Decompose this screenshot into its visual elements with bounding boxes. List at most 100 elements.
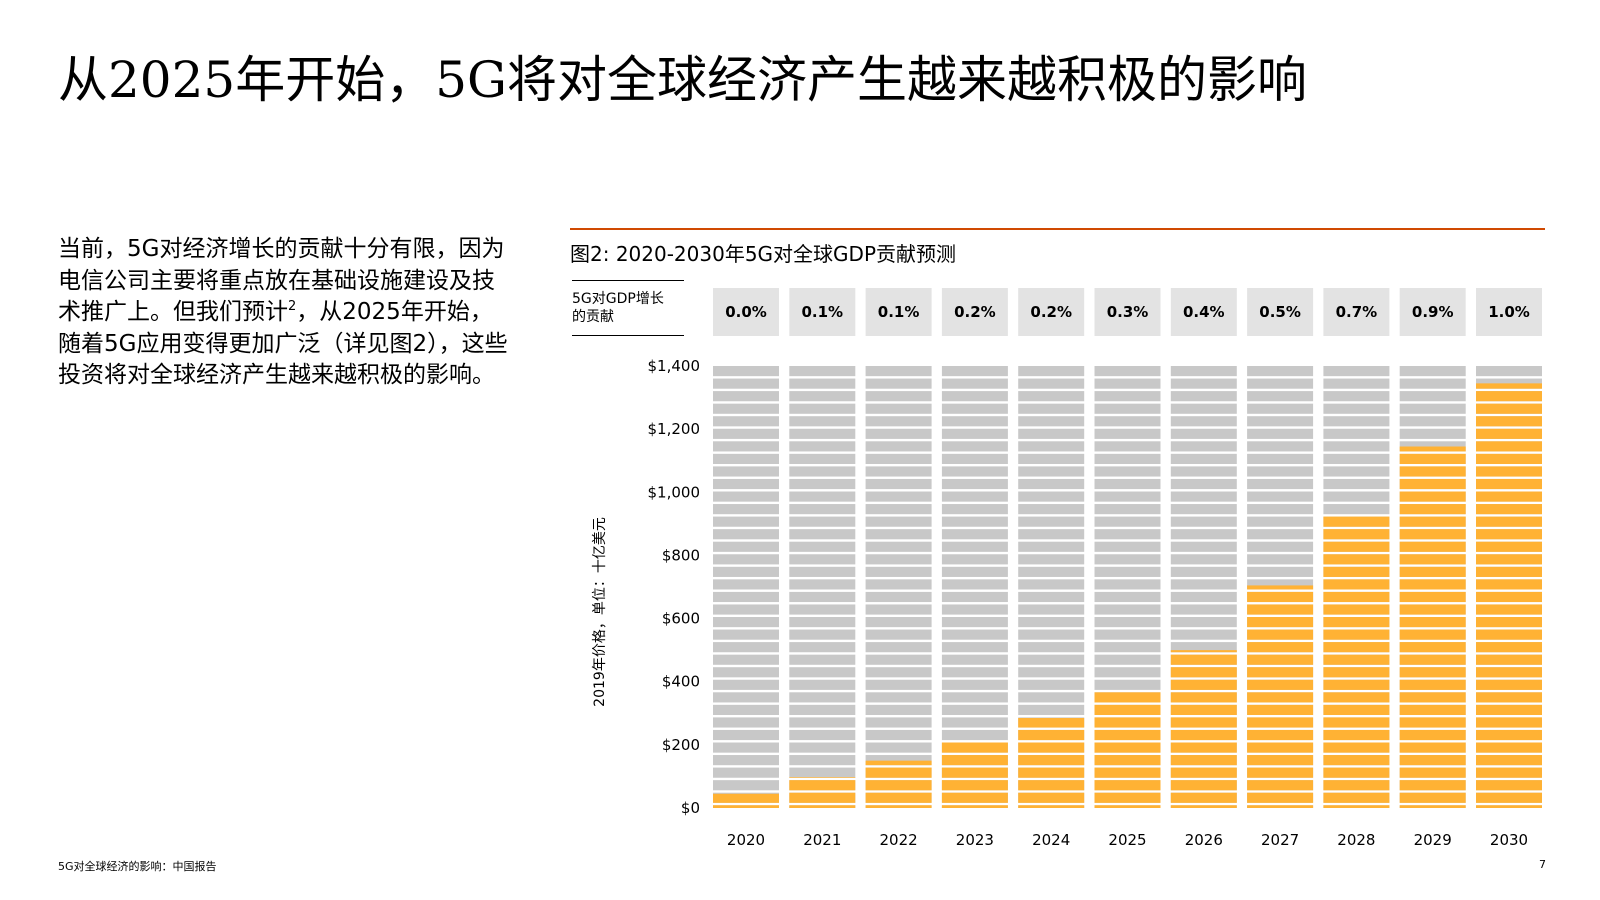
x-tick-label: 2029: [1414, 831, 1452, 849]
bar-value-segment: [1094, 704, 1161, 715]
bar-value-segment: [1476, 729, 1542, 741]
bar-value-segment: [1323, 591, 1390, 603]
bar-background-stripe: [713, 428, 779, 439]
bar-background-stripe: [941, 692, 1008, 703]
bar-background-stripe: [713, 441, 779, 452]
bar-background-stripe: [865, 441, 932, 452]
bar-value-segment: [1476, 491, 1542, 502]
gdp-pct-box: [1170, 288, 1237, 336]
bar-background-stripe: [1247, 416, 1314, 427]
chart-top-rule: [570, 228, 1545, 230]
bar-background-stripe: [1018, 491, 1085, 502]
bar-value-segment: [1399, 591, 1466, 603]
bar-background-stripe: [1170, 604, 1237, 615]
bar-background-stripe: [789, 742, 856, 753]
bar-value-segment: [1399, 604, 1466, 615]
bar-value-segment: [1399, 566, 1466, 577]
bar-value-segment: [1476, 441, 1542, 452]
bar-value-segment: [1247, 585, 1314, 590]
bar-value-segment: [941, 805, 1008, 808]
bar-background-stripe: [713, 642, 779, 653]
bar-background-stripe: [1247, 491, 1314, 502]
bar-value-segment: [865, 760, 932, 766]
bar-background-stripe: [941, 391, 1008, 402]
bar-value-segment: [789, 792, 856, 803]
bar-value-segment: [1399, 504, 1466, 515]
bar-value-segment: [1323, 729, 1390, 741]
bar-value-segment: [1323, 629, 1390, 640]
bar-value-segment: [1323, 579, 1390, 590]
bar-background-stripe: [713, 491, 779, 502]
bar-background-stripe: [865, 516, 932, 527]
bar-background-stripe: [865, 566, 932, 577]
bar-background-stripe: [789, 516, 856, 527]
bar-background-stripe: [1170, 416, 1237, 427]
bar-background-stripe: [1094, 617, 1161, 628]
bar-background-stripe: [713, 378, 779, 389]
bar-background-stripe: [1094, 642, 1161, 653]
gdp-pct-box: [1094, 288, 1161, 336]
bar-value-segment: [1399, 805, 1466, 808]
bar-value-segment: [1247, 604, 1314, 615]
gdp-pct-label: 0.4%: [1183, 303, 1225, 321]
bar-value-segment: [1399, 579, 1466, 590]
bar-background-stripe: [1247, 478, 1314, 490]
footnote-reference[interactable]: 2: [288, 299, 297, 314]
row-label-line2: 的贡献: [572, 309, 614, 325]
bar-background-stripe: [1094, 466, 1161, 477]
bar-background-stripe: [1399, 403, 1466, 414]
bar-value-segment: [1094, 767, 1161, 778]
bar-background-stripe: [1170, 428, 1237, 439]
bar-background-stripe: [1094, 391, 1161, 402]
bar-background-stripe: [1094, 491, 1161, 502]
bar-background-stripe: [1018, 591, 1085, 603]
bar-background-stripe: [941, 642, 1008, 653]
bar-background-stripe: [1323, 428, 1390, 439]
bar-value-segment: [1399, 541, 1466, 552]
bar-background-stripe: [1018, 403, 1085, 414]
bar-value-segment: [1247, 717, 1314, 728]
bar-value-segment: [1170, 650, 1237, 653]
bar-background-stripe: [1018, 378, 1085, 389]
bar-value-segment: [1323, 704, 1390, 715]
bar-background-stripe: [713, 579, 779, 590]
bar-value-segment: [1476, 629, 1542, 640]
bar-value-segment: [1323, 566, 1390, 577]
bar-background-stripe: [1018, 478, 1085, 490]
bar-background-stripe: [865, 704, 932, 715]
bar-value-segment: [789, 805, 856, 808]
bar-background-stripe: [1094, 591, 1161, 603]
bar-background-stripe: [713, 692, 779, 703]
bar-background-stripe: [789, 541, 856, 552]
bar-value-segment: [1399, 667, 1466, 678]
bar-background-stripe: [1170, 391, 1237, 402]
bar-value-segment: [865, 767, 932, 778]
bar-background-stripe: [1094, 566, 1161, 577]
bar-background-stripe: [1399, 416, 1466, 427]
bar-background-stripe: [1018, 441, 1085, 452]
bar-value-segment: [1170, 704, 1237, 715]
bar-value-segment: [1170, 755, 1237, 766]
bar-value-segment: [1476, 554, 1542, 565]
bar-value-segment: [1476, 692, 1542, 703]
bar-value-segment: [1170, 679, 1237, 690]
gdp-pct-label: 0.2%: [954, 303, 996, 321]
bar-value-segment: [1094, 755, 1161, 766]
bar-background-stripe: [713, 629, 779, 640]
bar-background-stripe: [941, 604, 1008, 615]
bar-background-stripe: [1247, 541, 1314, 552]
bar-background-stripe: [789, 378, 856, 389]
bar-background-stripe: [1247, 529, 1314, 540]
bar-background-stripe: [865, 729, 932, 741]
bar-background-stripe: [1476, 366, 1542, 377]
bar-value-segment: [1476, 604, 1542, 615]
bar-background-stripe: [1018, 366, 1085, 377]
bar-background-stripe: [1018, 541, 1085, 552]
bar-background-stripe: [865, 755, 932, 766]
bar-value-segment: [1323, 554, 1390, 565]
bar-background-stripe: [1247, 403, 1314, 414]
body-paragraph: 当前，5G对经济增长的贡献十分有限，因为电信公司主要将重点放在基础设施建设及技术…: [58, 234, 513, 392]
bar-value-segment: [1476, 516, 1542, 527]
bar-background-stripe: [1170, 541, 1237, 552]
